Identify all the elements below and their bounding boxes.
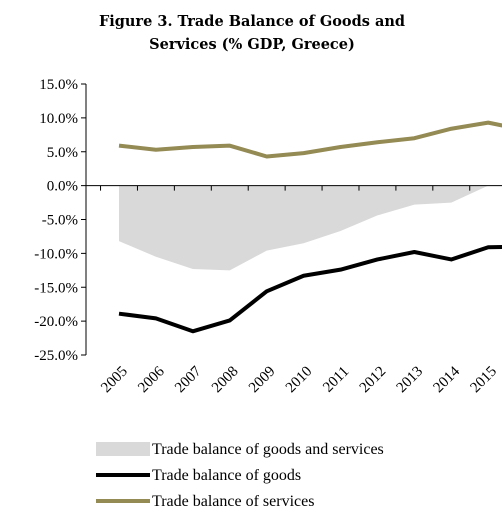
x-tick-label: 2009	[246, 364, 279, 397]
x-tick-label: 2007	[172, 363, 205, 396]
x-tick-label: 2014	[431, 363, 464, 396]
legend-label: Trade balance of services	[152, 493, 314, 510]
y-tick-label: -15.0%	[34, 280, 78, 296]
plot-area: 15.0% 10.0% 5.0% 0.0% -5.0% -10.0% -15.0% -20.0…	[34, 77, 502, 396]
chart-title-line-1: Figure 3. Trade Balance of Goods and	[99, 13, 405, 30]
legend: Trade balance of goods and services Trade…	[96, 441, 384, 510]
chart-title: Figure 3. Trade Balance of Goods and Ser…	[99, 13, 405, 53]
x-tick-label: 2012	[357, 364, 390, 397]
series-line-services	[118, 120, 502, 159]
series-line-goods	[118, 245, 502, 334]
x-tick-label: 2013	[394, 364, 427, 397]
legend-label: Trade balance of goods	[152, 467, 301, 484]
y-tick-label: -5.0%	[42, 213, 78, 229]
x-tick-label: 2010	[283, 364, 316, 397]
y-tick-label: -25.0%	[34, 348, 78, 364]
y-tick-label: 10.0%	[39, 111, 78, 127]
y-tick-label: -20.0%	[34, 314, 78, 330]
x-tick-label: 2011	[320, 364, 352, 396]
x-tick-label: 2008	[209, 364, 242, 397]
legend-item-goods-and-services: Trade balance of goods and services	[96, 441, 384, 458]
x-tick-label: 2006	[135, 363, 168, 396]
y-tick-label: -10.0%	[34, 246, 78, 262]
y-tick-label: 5.0%	[47, 145, 78, 161]
series-area-goods-and-services	[119, 185, 502, 271]
legend-swatch	[96, 442, 150, 456]
x-tick-label: 2005	[98, 364, 131, 397]
legend-label: Trade balance of goods and services	[152, 441, 384, 458]
y-tick-label: 15.0%	[39, 77, 78, 93]
chart-title-line-2: Services (% GDP, Greece)	[149, 36, 355, 53]
x-tick-label: 2015	[468, 364, 501, 397]
legend-item-services: Trade balance of services	[96, 493, 314, 510]
y-tick-label: 0.0%	[47, 179, 78, 195]
legend-item-goods: Trade balance of goods	[96, 467, 301, 484]
